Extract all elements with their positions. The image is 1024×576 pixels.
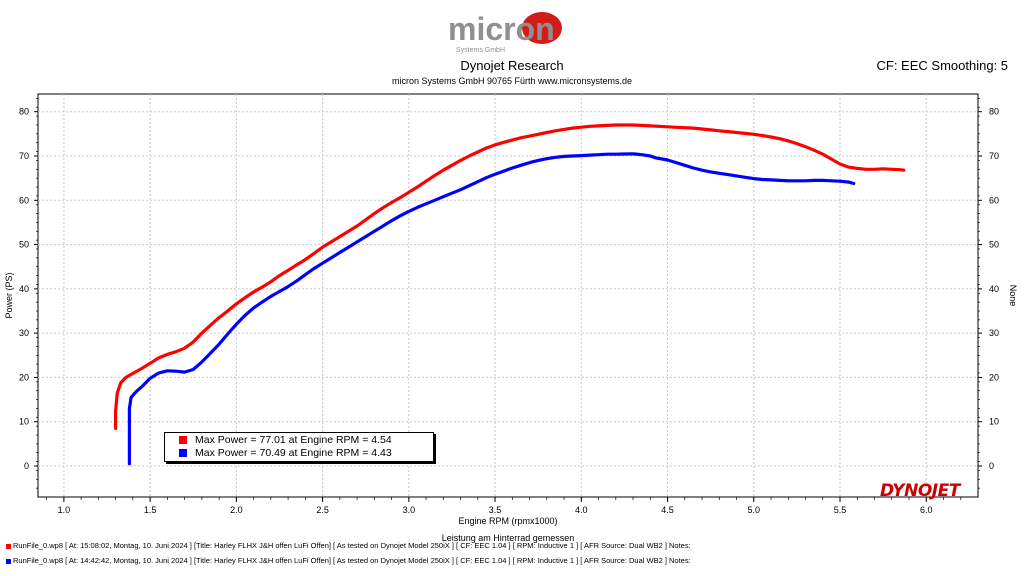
x-tick-label: 6.0: [920, 505, 933, 515]
y-axis-label-right: None: [1008, 285, 1018, 307]
micron-logo-text: micron: [448, 11, 555, 47]
legend-entry-run2: Max Power = 70.49 at Engine RPM = 4.43: [179, 446, 392, 460]
dynojet-logo: DYNOJET: [880, 481, 960, 501]
series-line-run1: [113, 123, 906, 430]
y-tick-label-left: 40: [19, 284, 29, 294]
micron-logo-subtext: Systems GmbH: [456, 47, 505, 54]
x-axis-caption: Leistung am Hinterrad gemessen: [442, 533, 575, 543]
y-tick-label-right: 20: [989, 372, 999, 382]
plot-area: [37, 93, 979, 498]
correction-factor-label: CF: EEC Smoothing: 5: [876, 58, 1009, 73]
legend-entry-run1: Max Power = 77.01 at Engine RPM = 4.54: [179, 433, 392, 447]
y-tick-label-left: 30: [19, 328, 29, 338]
y-tick-label-left: 80: [19, 107, 29, 117]
y-tick-label-right: 0: [989, 461, 994, 471]
run-info-text: RunFile_0.wp8 [ At: 15:08:02, Montag, 10…: [13, 541, 691, 550]
page-title: Dynojet Research: [460, 58, 564, 73]
x-tick-label: 1.5: [144, 505, 157, 515]
run-color-marker-red: [6, 543, 11, 549]
x-tick-label: 3.0: [403, 505, 416, 515]
x-tick-label: 5.5: [834, 505, 847, 515]
y-tick-label-right: 60: [989, 195, 999, 205]
run-color-marker-blue: [6, 558, 11, 564]
y-tick-label-right: 70: [989, 151, 999, 161]
y-tick-label-right: 80: [989, 107, 999, 117]
y-tick-label-left: 20: [19, 372, 29, 382]
page-subtitle: micron Systems GmbH 90765 Fürth www.micr…: [391, 76, 633, 86]
run-info-text: RunFile_0.wp8 [ At: 14:42:42, Montag, 10…: [13, 556, 691, 565]
x-tick-label: 1.0: [58, 505, 71, 515]
y-axis-label: Power (PS): [4, 272, 14, 318]
y-tick-label-left: 50: [19, 240, 29, 250]
x-tick-label: 5.0: [748, 505, 761, 515]
y-tick-label-left: 10: [19, 417, 29, 427]
x-tick-label: 4.0: [575, 505, 588, 515]
y-tick-label-left: 60: [19, 195, 29, 205]
x-tick-label: 2.0: [230, 505, 243, 515]
x-tick-label: 2.5: [316, 505, 329, 515]
y-tick-label-left: 0: [24, 461, 29, 471]
x-tick-label: 3.5: [489, 505, 502, 515]
chart-legend: Max Power = 77.01 at Engine RPM = 4.54 M…: [164, 432, 434, 462]
x-axis-label: Engine RPM (rpmx1000): [458, 516, 557, 526]
y-tick-label-left: 70: [19, 151, 29, 161]
y-tick-label-right: 40: [989, 284, 999, 294]
legend-swatch-red: [179, 436, 187, 444]
y-tick-label-right: 10: [989, 417, 999, 427]
y-tick-label-right: 50: [989, 240, 999, 250]
series-line-run2: [127, 152, 856, 466]
legend-label: Max Power = 77.01 at Engine RPM = 4.54: [195, 434, 392, 446]
run-info-1: RunFile_0.wp8 [ At: 15:08:02, Montag, 10…: [6, 541, 691, 550]
legend-label: Max Power = 70.49 at Engine RPM = 4.43: [195, 447, 392, 459]
micron-logo: micron Systems GmbH: [446, 6, 580, 54]
y-tick-label-right: 30: [989, 328, 999, 338]
legend-swatch-blue: [179, 449, 187, 457]
x-tick-label: 4.5: [661, 505, 674, 515]
run-info-2: RunFile_0.wp8 [ At: 14:42:42, Montag, 10…: [6, 556, 691, 565]
